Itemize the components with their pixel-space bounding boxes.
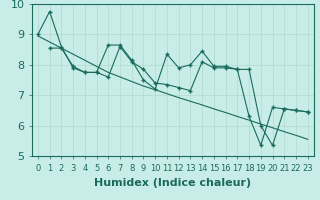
X-axis label: Humidex (Indice chaleur): Humidex (Indice chaleur) bbox=[94, 178, 252, 188]
